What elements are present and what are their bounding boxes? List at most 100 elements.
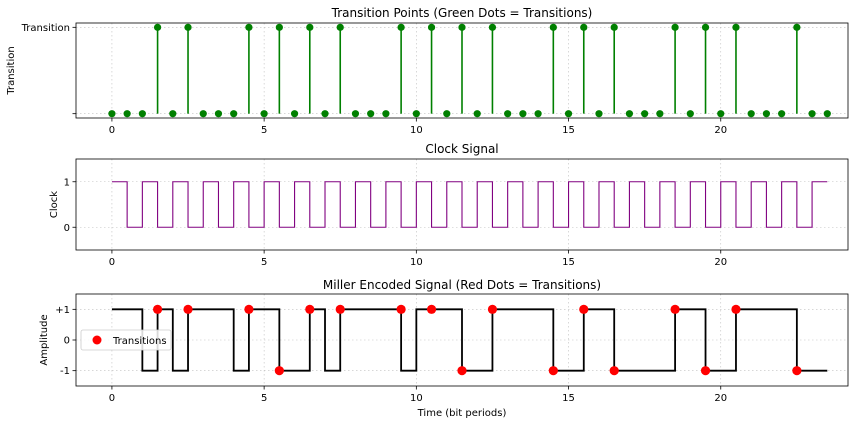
panel-clock-xtick-label: 20 — [714, 257, 727, 268]
stem-point — [138, 110, 146, 118]
stem-point — [625, 110, 634, 118]
transition-marker — [183, 304, 193, 314]
stem-point — [260, 110, 268, 118]
panel-miller-ytick-label: -1 — [60, 366, 70, 377]
panel-clock-ylabel: Clock — [49, 191, 60, 218]
stem-point — [275, 23, 283, 31]
panel-miller-xtick-label: 15 — [562, 393, 575, 404]
panel-miller-xtick-label: 10 — [410, 393, 423, 404]
stem-point — [108, 110, 116, 118]
stem-point — [549, 23, 557, 31]
stem-point — [397, 23, 405, 31]
legend-box — [80, 329, 172, 351]
panel-miller: 0 5 10 15 20 -1 0 +1 Miller Encoded Signal (Red… — [39, 278, 849, 419]
panel-transitions-xtick-label: 20 — [714, 125, 727, 136]
stem-point — [230, 110, 238, 118]
stem-point — [595, 110, 603, 118]
stem-point — [732, 23, 740, 31]
panel-clock: 0 5 10 15 20 0 1 Clock Signal Clock — [49, 142, 849, 268]
stem-point — [519, 110, 527, 118]
transition-marker — [700, 366, 711, 376]
stem-point — [686, 110, 694, 118]
panel-clock-title: Clock Signal — [425, 142, 498, 156]
stem-point — [610, 23, 618, 31]
panel-transitions-xtick-label: 10 — [410, 125, 423, 136]
stem-point — [656, 110, 664, 118]
legend: Transitions — [80, 329, 172, 351]
panel-transitions-ytick-label: Transition — [21, 23, 70, 34]
stem-point — [321, 110, 329, 118]
stem-point — [427, 23, 436, 31]
legend-label: Transitions — [112, 336, 167, 347]
stem-point — [473, 110, 481, 118]
panel-transitions-xtick-label: 0 — [109, 125, 115, 136]
transition-marker — [792, 366, 802, 376]
panel-transitions-frame — [75, 22, 849, 119]
stem-point — [793, 23, 801, 31]
stem-point — [245, 23, 253, 31]
stem-point — [701, 23, 710, 31]
panel-transitions-xtick-label: 5 — [261, 125, 267, 136]
panel-clock-ytick-label: 1 — [64, 177, 70, 188]
stem-point — [123, 110, 131, 118]
panel-clock-xtick-label: 0 — [109, 257, 115, 268]
stem-point — [504, 110, 512, 118]
stem-point — [747, 110, 755, 118]
stem-point — [184, 23, 192, 31]
stem-point — [580, 23, 588, 31]
stem-point — [412, 110, 420, 118]
stem-point — [823, 110, 831, 118]
panel-miller-xtick-label: 5 — [261, 393, 267, 404]
stem-point — [443, 110, 451, 118]
panel-clock-ytick-label: 0 — [64, 223, 70, 234]
transition-marker — [457, 366, 467, 376]
panel-transitions: 0 5 10 15 20 Transition Transition Points (Gr… — [6, 6, 849, 136]
panel-clock-xtick-label: 15 — [562, 257, 575, 268]
transition-marker — [548, 366, 558, 376]
panel-miller-xtick-label: 0 — [109, 393, 115, 404]
transition-marker — [609, 366, 619, 376]
stem-point — [351, 110, 360, 118]
legend-marker — [92, 335, 102, 345]
panel-clock-xtick-label: 5 — [261, 257, 267, 268]
stem-point — [808, 110, 816, 118]
transition-marker — [152, 304, 163, 314]
panel-miller-title: Miller Encoded Signal (Red Dots = Transi… — [323, 278, 601, 292]
transition-marker — [579, 304, 589, 314]
stem-point — [290, 110, 299, 118]
stem-point — [214, 110, 223, 118]
panel-miller-ytick-label: 0 — [64, 336, 70, 347]
panel-clock-xtick-label: 10 — [410, 257, 423, 268]
panel-miller-ylabel: Amplitude — [39, 314, 50, 365]
stem-point — [641, 110, 649, 118]
stem-point — [564, 110, 573, 118]
panel-transitions-ylabel: Transition — [6, 46, 17, 95]
stem-point — [534, 110, 542, 118]
stem-point — [306, 23, 314, 31]
panel-miller-ytick-label: +1 — [55, 305, 70, 316]
stem-point — [671, 23, 679, 31]
transition-marker — [244, 304, 254, 314]
stem-point — [458, 23, 466, 31]
stem-point — [199, 110, 207, 118]
panel-transitions-title: Transition Points (Green Dots = Transiti… — [331, 6, 593, 20]
clock-signal-line — [111, 181, 828, 228]
stem-point — [336, 23, 344, 31]
panel-transitions-xtick-label: 15 — [562, 125, 575, 136]
transition-marker — [670, 304, 680, 314]
stem-point — [169, 110, 177, 118]
stem-point — [153, 23, 162, 31]
stem-point — [762, 110, 771, 118]
transition-marker — [731, 304, 741, 314]
panel-clock-frame — [75, 158, 849, 251]
transition-marker — [487, 304, 498, 314]
transition-marker — [335, 304, 345, 314]
miller-signal-line — [111, 308, 828, 372]
stem-point — [778, 110, 786, 118]
stem-point — [717, 110, 725, 118]
transition-marker — [305, 304, 315, 314]
transition-marker — [426, 304, 437, 314]
stem-point — [382, 110, 390, 118]
